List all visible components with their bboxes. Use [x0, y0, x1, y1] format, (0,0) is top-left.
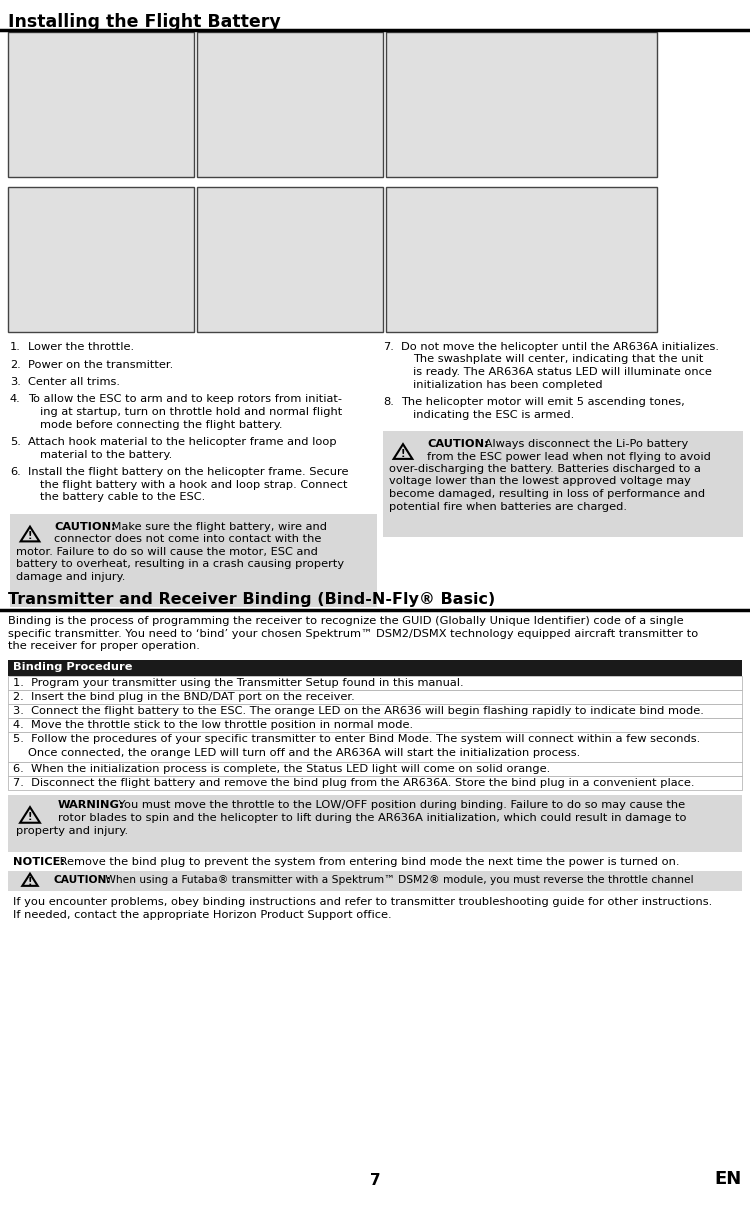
- Text: motor. Failure to do so will cause the motor, ESC and: motor. Failure to do so will cause the m…: [16, 547, 318, 557]
- FancyBboxPatch shape: [386, 188, 657, 332]
- FancyBboxPatch shape: [383, 431, 743, 536]
- Text: Once connected, the orange LED will turn off and the AR636A will start the initi: Once connected, the orange LED will turn…: [28, 749, 580, 759]
- Text: EN: EN: [715, 1170, 742, 1188]
- Text: damage and injury.: damage and injury.: [16, 571, 125, 582]
- FancyBboxPatch shape: [197, 188, 383, 332]
- Text: 7: 7: [370, 1172, 380, 1188]
- Text: 6.: 6.: [10, 467, 21, 477]
- FancyBboxPatch shape: [8, 718, 742, 732]
- Text: connector does not come into contact with the: connector does not come into contact wit…: [54, 534, 321, 544]
- Text: Power on the transmitter.: Power on the transmitter.: [28, 359, 173, 369]
- Text: material to the battery.: material to the battery.: [40, 449, 172, 460]
- FancyBboxPatch shape: [8, 703, 742, 718]
- Text: CAUTION:: CAUTION:: [54, 875, 112, 885]
- Text: Do not move the helicopter until the AR636A initializes.: Do not move the helicopter until the AR6…: [401, 342, 719, 352]
- Text: !: !: [28, 531, 32, 541]
- Text: 3.  Connect the flight battery to the ESC. The orange LED on the AR636 will begi: 3. Connect the flight battery to the ESC…: [13, 707, 704, 716]
- Text: potential fire when batteries are charged.: potential fire when batteries are charge…: [389, 501, 627, 512]
- FancyBboxPatch shape: [8, 795, 742, 852]
- FancyBboxPatch shape: [8, 690, 742, 703]
- FancyBboxPatch shape: [10, 513, 377, 606]
- Text: ing at startup, turn on throttle hold and normal flight: ing at startup, turn on throttle hold an…: [40, 407, 342, 417]
- FancyBboxPatch shape: [8, 871, 742, 891]
- Text: The helicopter motor will emit 5 ascending tones,: The helicopter motor will emit 5 ascendi…: [401, 397, 685, 407]
- Text: 8.: 8.: [383, 397, 394, 407]
- FancyBboxPatch shape: [197, 31, 383, 177]
- Text: The swashplate will center, indicating that the unit: The swashplate will center, indicating t…: [413, 355, 704, 364]
- FancyBboxPatch shape: [8, 761, 742, 776]
- Text: !: !: [400, 449, 405, 459]
- Text: 5.  Follow the procedures of your specific transmitter to enter Bind Mode. The s: 5. Follow the procedures of your specifi…: [13, 734, 700, 744]
- Text: indicating the ESC is armed.: indicating the ESC is armed.: [413, 409, 574, 420]
- Text: the receiver for proper operation.: the receiver for proper operation.: [8, 641, 200, 651]
- Text: Make sure the flight battery, wire and: Make sure the flight battery, wire and: [108, 522, 327, 531]
- Text: Attach hook material to the helicopter frame and loop: Attach hook material to the helicopter f…: [28, 437, 337, 446]
- Text: voltage lower than the lowest approved voltage may: voltage lower than the lowest approved v…: [389, 477, 691, 486]
- Text: 1.: 1.: [10, 342, 21, 352]
- Text: Always disconnect the Li-Po battery: Always disconnect the Li-Po battery: [481, 439, 688, 449]
- Text: Install the flight battery on the helicopter frame. Secure: Install the flight battery on the helico…: [28, 467, 349, 477]
- Text: battery to overheat, resulting in a crash causing property: battery to overheat, resulting in a cras…: [16, 559, 344, 569]
- Text: Lower the throttle.: Lower the throttle.: [28, 342, 134, 352]
- Text: 2.  Insert the bind plug in the BND/DAT port on the receiver.: 2. Insert the bind plug in the BND/DAT p…: [13, 692, 355, 703]
- Text: is ready. The AR636A status LED will illuminate once: is ready. The AR636A status LED will ill…: [413, 367, 712, 378]
- Text: Transmitter and Receiver Binding (Bind-N-Fly® Basic): Transmitter and Receiver Binding (Bind-N…: [8, 592, 495, 607]
- FancyBboxPatch shape: [8, 732, 742, 761]
- Text: WARNING:: WARNING:: [58, 801, 125, 811]
- FancyBboxPatch shape: [386, 31, 657, 177]
- Text: If needed, contact the appropriate Horizon Product Support office.: If needed, contact the appropriate Horiz…: [13, 910, 392, 920]
- Text: 2.: 2.: [10, 359, 21, 369]
- Text: To allow the ESC to arm and to keep rotors from initiat-: To allow the ESC to arm and to keep roto…: [28, 394, 342, 404]
- Text: 3.: 3.: [10, 378, 21, 387]
- Text: 5.: 5.: [10, 437, 21, 446]
- FancyBboxPatch shape: [8, 188, 194, 332]
- Text: 7.  Disconnect the flight battery and remove the bind plug from the AR636A. Stor: 7. Disconnect the flight battery and rem…: [13, 778, 694, 789]
- FancyBboxPatch shape: [8, 659, 742, 675]
- Text: 1.  Program your transmitter using the Transmitter Setup found in this manual.: 1. Program your transmitter using the Tr…: [13, 679, 464, 688]
- Text: NOTICE:: NOTICE:: [13, 857, 65, 868]
- Text: Binding is the process of programming the receiver to recognize the GUID (Global: Binding is the process of programming th…: [8, 616, 684, 626]
- Text: !: !: [28, 876, 32, 887]
- Text: initialization has been completed: initialization has been completed: [413, 380, 603, 390]
- Text: rotor blades to spin and the helicopter to lift during the AR636A initialization: rotor blades to spin and the helicopter …: [58, 813, 686, 823]
- Text: mode before connecting the flight battery.: mode before connecting the flight batter…: [40, 420, 283, 430]
- Text: from the ESC power lead when not flying to avoid: from the ESC power lead when not flying …: [427, 451, 711, 461]
- Text: Center all trims.: Center all trims.: [28, 378, 120, 387]
- Text: become damaged, resulting in loss of performance and: become damaged, resulting in loss of per…: [389, 489, 705, 499]
- Text: You must move the throttle to the LOW/OFF position during binding. Failure to do: You must move the throttle to the LOW/OF…: [115, 801, 686, 811]
- Text: !: !: [28, 812, 32, 823]
- Text: 6.  When the initialization process is complete, the Status LED light will come : 6. When the initialization process is co…: [13, 765, 550, 774]
- Text: the battery cable to the ESC.: the battery cable to the ESC.: [40, 492, 206, 502]
- Text: specific transmitter. You need to ‘bind’ your chosen Spektrum™ DSM2/DSMX technol: specific transmitter. You need to ‘bind’…: [8, 628, 698, 639]
- Text: Remove the bind plug to prevent the system from entering bind mode the next time: Remove the bind plug to prevent the syst…: [56, 857, 680, 868]
- Text: CAUTION:: CAUTION:: [427, 439, 489, 449]
- Text: over-discharging the battery. Batteries discharged to a: over-discharging the battery. Batteries …: [389, 463, 700, 474]
- Text: Binding Procedure: Binding Procedure: [13, 663, 133, 673]
- Text: the flight battery with a hook and loop strap. Connect: the flight battery with a hook and loop …: [40, 479, 347, 490]
- FancyBboxPatch shape: [8, 31, 194, 177]
- Text: Installing the Flight Battery: Installing the Flight Battery: [8, 13, 280, 31]
- Text: If you encounter problems, obey binding instructions and refer to transmitter tr: If you encounter problems, obey binding …: [13, 897, 712, 908]
- Text: 4.  Move the throttle stick to the low throttle position in normal mode.: 4. Move the throttle stick to the low th…: [13, 720, 413, 731]
- FancyBboxPatch shape: [8, 776, 742, 789]
- Text: property and injury.: property and injury.: [16, 825, 128, 835]
- Text: CAUTION:: CAUTION:: [54, 522, 116, 531]
- Text: When using a Futaba® transmitter with a Spektrum™ DSM2® module, you must reverse: When using a Futaba® transmitter with a …: [102, 875, 694, 885]
- Text: 4.: 4.: [10, 394, 21, 404]
- FancyBboxPatch shape: [8, 675, 742, 690]
- Text: 7.: 7.: [383, 342, 394, 352]
